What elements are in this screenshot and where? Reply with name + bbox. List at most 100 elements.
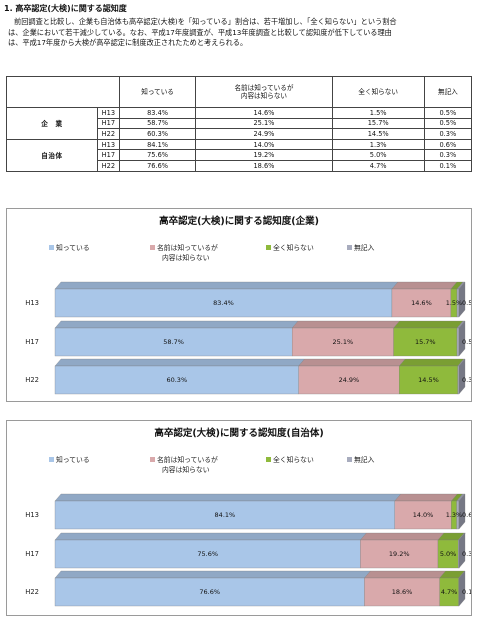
legend-swatch-no-answer <box>347 457 352 462</box>
table-cell: 0.5% <box>423 107 473 119</box>
bar-side-face <box>458 570 466 607</box>
data-label-name-only: 14.6% <box>411 299 432 307</box>
group-label-company: 企 業 <box>6 107 98 140</box>
table-cell: 24.9% <box>195 128 333 140</box>
table-cell: 0.6% <box>423 138 473 151</box>
data-label-name-only: 24.9% <box>339 376 360 384</box>
legend-label-no-answer: 無記入 <box>354 243 375 252</box>
data-label-no-answer: 0.6% <box>462 511 471 519</box>
bar-segment-name-only <box>291 320 400 357</box>
data-label-name-only: 19.2% <box>389 550 410 558</box>
table-cell: 25.1% <box>195 117 333 130</box>
paragraph-line: は、企業において若干減少している。なお、平成17年度調査が、平成13年度調査と比… <box>8 27 392 37</box>
bar-segment-name-only <box>298 358 406 395</box>
page-heading: 1. 高卒認定(大検)に関する認知度 <box>4 4 127 13</box>
group-label-municipality: 自治体 <box>6 138 98 172</box>
bar-side-face <box>458 320 466 357</box>
category-label: H22 <box>25 588 39 596</box>
data-label-no-answer: 0.5% <box>462 338 471 346</box>
bar-side-face <box>458 281 466 318</box>
row-year: H22 <box>96 128 120 140</box>
data-label-no-answer: 0.1% <box>462 588 471 596</box>
legend-label-name-only: 名前は知っているが内容は知らない <box>157 243 218 262</box>
legend-swatch-not-at-all <box>266 245 271 250</box>
municipality-awareness-chart: 高卒認定(大検)に関する認知度(自治体) 知っている 名前は知っているが内容は知らな… <box>25 427 471 607</box>
data-label-name-only: 18.6% <box>392 588 413 596</box>
row-year: H17 <box>96 117 120 130</box>
data-label-know: 76.6% <box>199 588 220 596</box>
chart-title: 高卒認定(大検)に関する認知度(企業) <box>159 215 319 227</box>
table-cell: 14.0% <box>195 138 333 151</box>
table-cell: 18.6% <box>195 159 333 172</box>
paragraph-line: は、平成17年度から大検が高卒認定に制度改正されたためと考えられる。 <box>8 38 248 47</box>
legend-label-no-answer: 無記入 <box>354 455 375 464</box>
table-corner-cell <box>6 76 120 108</box>
row-year: H22 <box>96 159 120 172</box>
legend-swatch-name-only <box>150 457 155 462</box>
legend-swatch-know <box>49 245 54 250</box>
row-year: H17 <box>96 149 120 161</box>
table-row: H22 76.6% 18.6% 4.7% 0.1% <box>7 159 473 172</box>
company-chart-frame: 高卒認定(大検)に関する認知度(企業) 知っている 名前は知っているが内容は知らない… <box>6 208 472 402</box>
chart-title: 高卒認定(大検)に関する認知度(自治体) <box>154 427 323 439</box>
legend-swatch-no-answer <box>347 245 352 250</box>
table-cell: 5.0% <box>331 149 425 161</box>
data-label-no-answer: 0.5% <box>462 299 471 307</box>
municipality-chart-frame: 高卒認定(大検)に関する認知度(自治体) 知っている 名前は知っているが内容は知らな… <box>6 420 472 616</box>
category-label: H17 <box>25 550 39 558</box>
data-label-no-answer: 0.3% <box>462 550 471 558</box>
bar-segment-name-only <box>394 493 458 530</box>
bar-segment-know <box>54 493 402 530</box>
category-label: H13 <box>25 511 39 519</box>
data-label-know: 84.1% <box>215 511 236 519</box>
legend-label-not-at-all: 全く知らない <box>273 243 314 252</box>
table-cell: 58.7% <box>118 117 197 130</box>
bar-segment-not-at-all <box>393 320 464 357</box>
table-cell: 76.6% <box>118 159 197 172</box>
table-header-row: 知っている 名前は知っているが 内容は知らない 全く知らない 無記入 <box>6 76 473 108</box>
paragraph-line: 前回調査と比較し、企業も自治体も高卒認定(大検)を「知っている」割合は、若干増加… <box>14 17 397 26</box>
data-label-not-at-all: 4.7% <box>441 588 458 596</box>
legend-label-name-only: 名前は知っているが内容は知らない <box>157 455 218 474</box>
table-cell: 84.1% <box>118 138 197 151</box>
awareness-table: 知っている 名前は知っているが 内容は知らない 全く知らない 無記入 企 業 H… <box>6 76 473 172</box>
bar-segment-know <box>54 532 367 569</box>
table-cell: 14.5% <box>331 128 425 140</box>
data-label-know: 58.7% <box>163 338 184 346</box>
table-cell: 83.4% <box>118 107 197 119</box>
table-cell: 14.6% <box>195 107 333 119</box>
table-cell: 15.7% <box>331 117 425 130</box>
data-label-not-at-all: 15.7% <box>415 338 436 346</box>
bar-segment-not-at-all <box>398 358 465 395</box>
legend-swatch-not-at-all <box>266 457 271 462</box>
legend-label-not-at-all: 全く知らない <box>273 455 314 464</box>
data-label-name-only: 25.1% <box>333 338 354 346</box>
bar-side-face <box>458 532 466 569</box>
legend-swatch-name-only <box>150 245 155 250</box>
company-awareness-chart: 高卒認定(大検)に関する認知度(企業) 知っている 名前は知っているが内容は知らない… <box>25 215 471 395</box>
data-label-not-at-all: 14.5% <box>418 376 439 384</box>
table-cell: 1.3% <box>331 138 425 151</box>
table-cell: 75.6% <box>118 149 197 161</box>
summary-paragraph: 前回調査と比較し、企業も自治体も高卒認定(大検)を「知っている」割合は、若干増加… <box>8 17 472 49</box>
category-label: H13 <box>25 299 39 307</box>
table-cell: 1.5% <box>331 107 425 119</box>
data-label-not-at-all: 1.3% <box>446 511 463 519</box>
data-label-not-at-all: 1.5% <box>446 299 463 307</box>
bar-side-face <box>458 493 466 530</box>
data-label-no-answer: 0.3% <box>462 376 471 384</box>
bar-side-face <box>458 358 466 395</box>
row-year: H13 <box>96 138 120 151</box>
legend-label-know: 知っている <box>56 243 90 252</box>
data-label-name-only: 14.0% <box>413 511 434 519</box>
table-cell: 4.7% <box>331 159 425 172</box>
table-cell: 0.3% <box>423 149 473 161</box>
bar-segment-name-only <box>360 532 445 569</box>
category-label: H22 <box>25 376 39 384</box>
table-cell: 19.2% <box>195 149 333 161</box>
header-name-only-text: 名前は知っているが 内容は知らない <box>234 83 294 101</box>
header-no-answer: 無記入 <box>423 76 473 108</box>
header-name-only: 名前は知っているが 内容は知らない <box>195 76 333 108</box>
header-know: 知っている <box>118 76 197 108</box>
bar-segment-know <box>54 320 299 357</box>
